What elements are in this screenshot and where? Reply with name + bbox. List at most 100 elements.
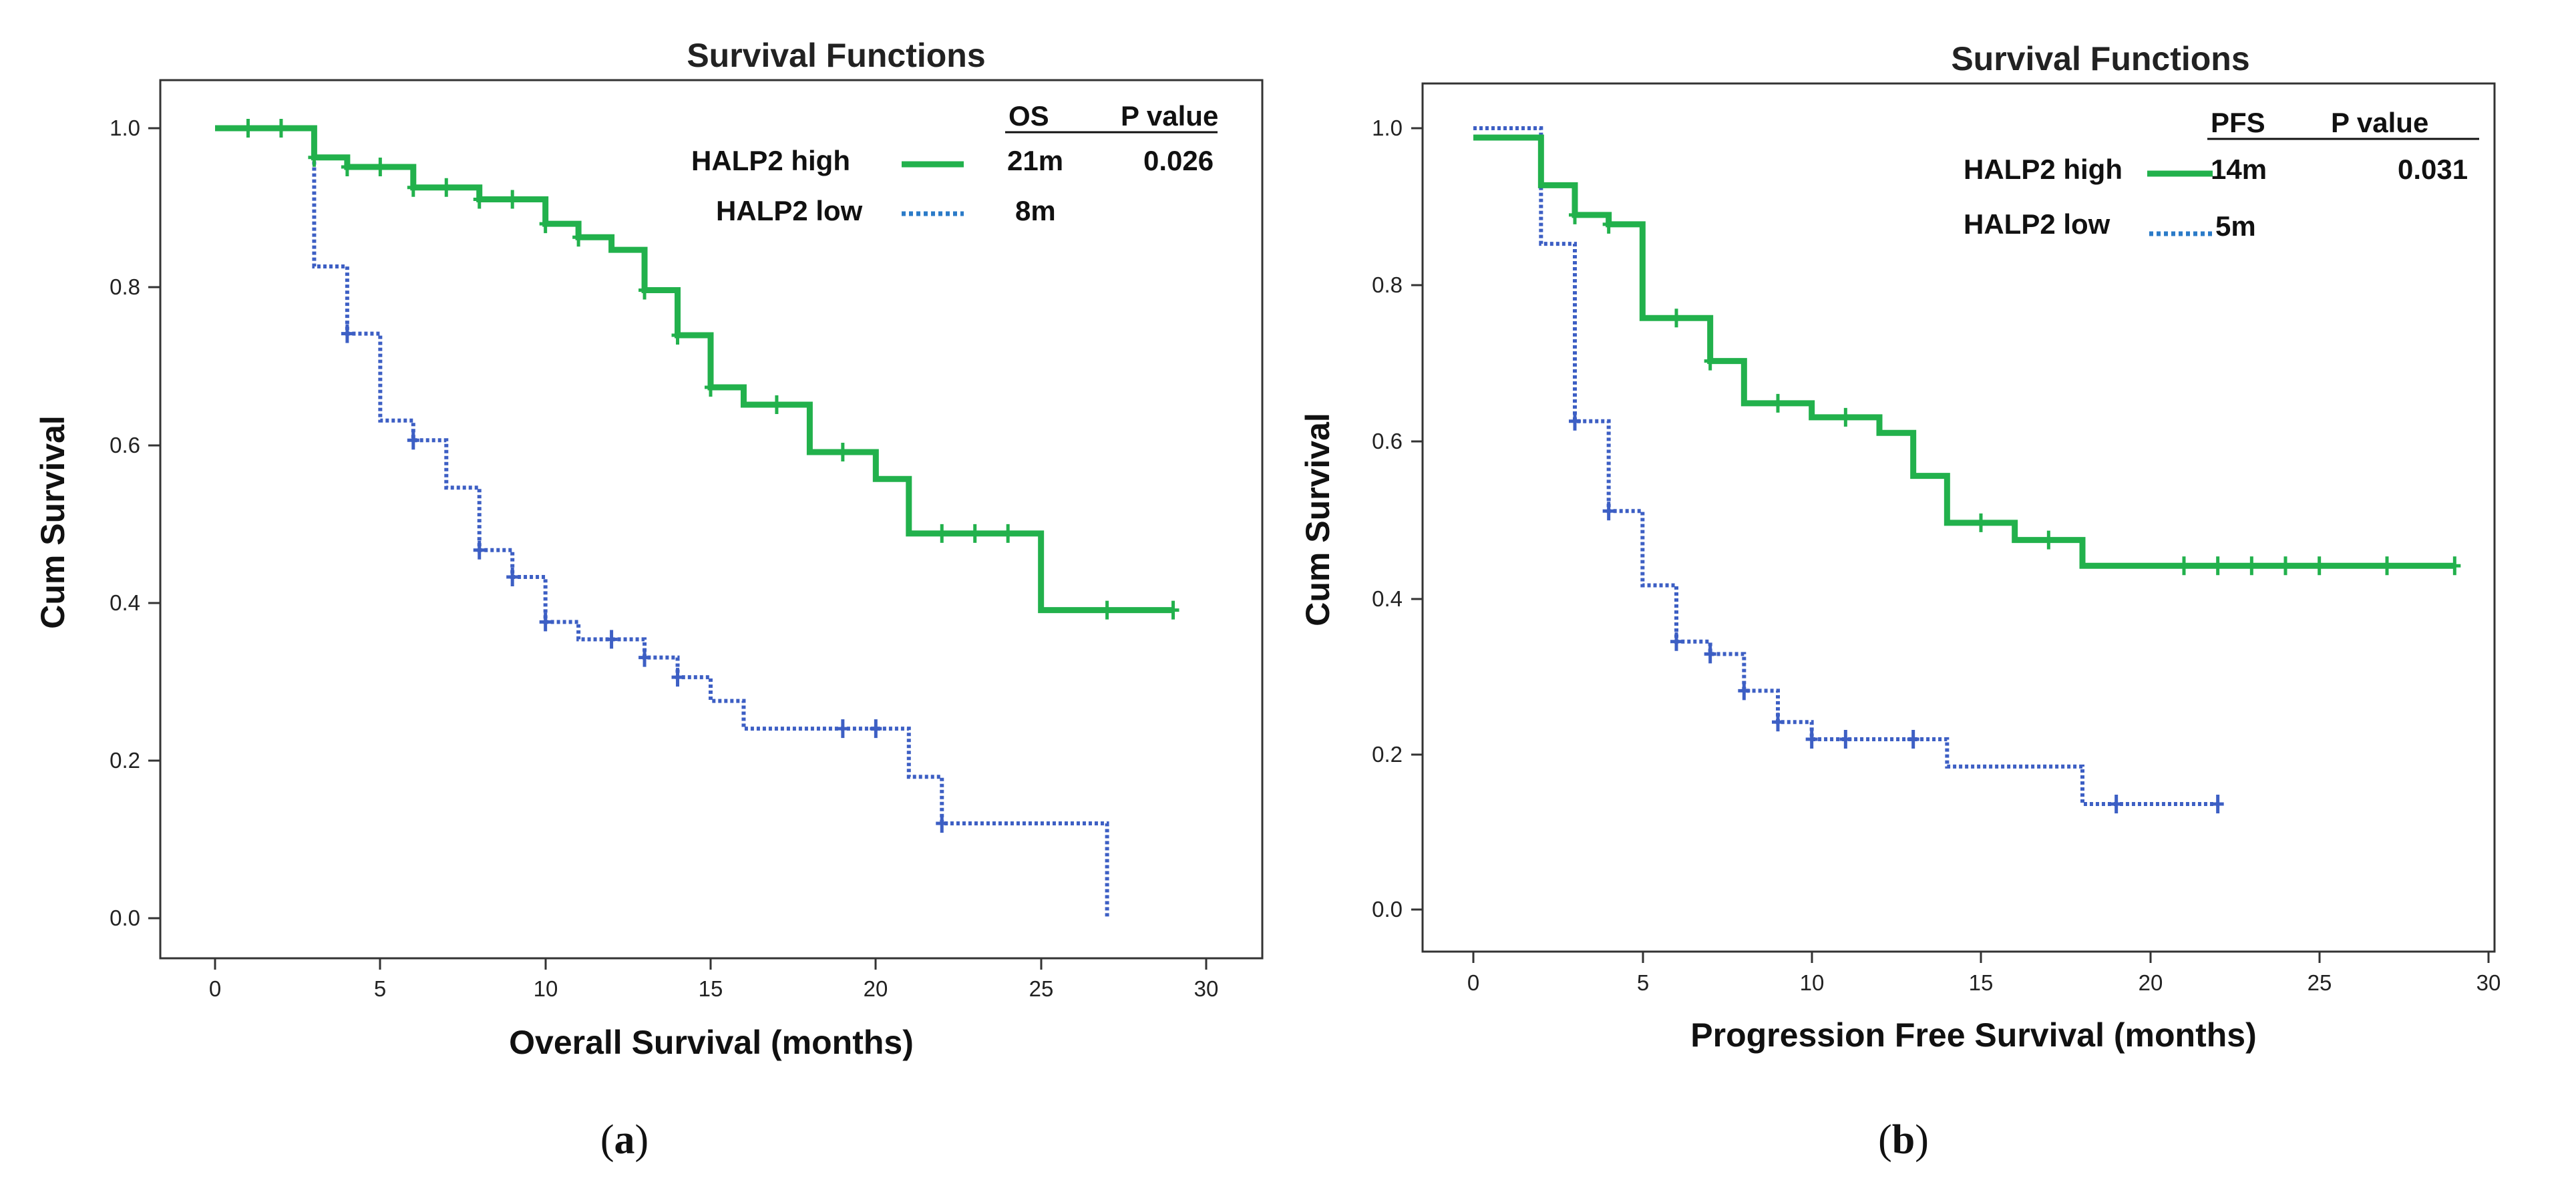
y-tick-label: 0.8 xyxy=(110,274,140,299)
y-tick-label: 0.4 xyxy=(1372,586,1403,611)
plot-area xyxy=(215,119,1179,918)
censor-mark-low xyxy=(1805,729,1818,749)
censor-mark-high xyxy=(506,190,519,209)
y-tick-label: 0.6 xyxy=(110,433,140,457)
y-tick-label: 0.0 xyxy=(110,906,140,930)
censor-mark-low xyxy=(506,567,519,586)
censor-mark-high xyxy=(341,157,353,176)
censor-mark-high xyxy=(1002,524,1015,543)
censor-mark-high xyxy=(1569,205,1581,224)
x-tick-label: 20 xyxy=(2139,970,2163,995)
censor-mark-high xyxy=(2279,556,2291,576)
x-tick-label: 10 xyxy=(534,976,558,1001)
legend-low-median: 5m xyxy=(2215,210,2256,242)
censor-mark-low xyxy=(473,540,486,560)
y-tick-label: 0.4 xyxy=(110,590,140,615)
legend-p-value: 0.026 xyxy=(1143,145,1214,176)
censor-mark-high xyxy=(1670,309,1682,328)
censor-mark-high xyxy=(1602,214,1615,234)
survival-curve-high xyxy=(215,125,1173,614)
legend: OS P value HALP2 high 21m 0.026 HALP2 lo… xyxy=(691,100,1218,226)
censor-mark-high xyxy=(440,178,453,197)
legend-p-value: 0.031 xyxy=(2398,154,2468,185)
legend-pvalue-header: P value xyxy=(2331,107,2428,138)
censor-mark-high xyxy=(671,325,684,345)
plot-frame xyxy=(1421,82,2496,953)
survival-curve-low xyxy=(215,126,1109,918)
censor-mark-high xyxy=(2381,556,2393,576)
caption-paren-open: ( xyxy=(600,1117,614,1163)
censor-mark-high xyxy=(1772,393,1784,413)
censor-mark-high xyxy=(705,378,717,397)
censor-mark-low xyxy=(1670,632,1682,651)
censor-mark-high xyxy=(539,214,552,234)
plot-area xyxy=(1473,126,2461,814)
x-tick-label: 0 xyxy=(1467,970,1479,995)
caption-paren-close: ) xyxy=(635,1117,649,1163)
x-tick-label: 25 xyxy=(2308,970,2332,995)
x-ticks: 0 5 10 15 20 25 30 xyxy=(1467,952,2501,995)
censor-mark-high xyxy=(407,178,419,197)
censor-mark-low xyxy=(407,431,419,450)
legend-high-label: HALP2 high xyxy=(1964,154,2123,185)
caption-paren-open: ( xyxy=(1878,1117,1892,1163)
legend-os-header: OS xyxy=(1008,100,1049,132)
panel-b-caption: (b) xyxy=(1878,1117,1929,1163)
censor-mark-high xyxy=(2448,556,2461,576)
legend: PFS P value HALP2 high 14m 0.031 HALP2 l… xyxy=(1964,107,2479,242)
caption-paren-close: ) xyxy=(1915,1117,1929,1163)
x-axis-label: Progression Free Survival (months) xyxy=(1690,1016,2256,1054)
chart-title: Survival Functions xyxy=(687,37,985,74)
survival-curve-low xyxy=(1473,126,2218,807)
x-tick-label: 15 xyxy=(1969,970,1994,995)
chart-title: Survival Functions xyxy=(1951,40,2249,77)
censor-mark-low xyxy=(1839,729,1852,749)
censor-mark-high xyxy=(2042,530,2055,550)
censor-mark-low xyxy=(1738,681,1751,701)
x-tick-label: 15 xyxy=(699,976,723,1001)
y-tick-label: 0.6 xyxy=(1372,429,1403,453)
survival-curve-high xyxy=(1473,134,2455,569)
y-ticks: 0.0 0.2 0.4 0.6 0.8 1.0 xyxy=(110,116,160,930)
censor-mark-high xyxy=(308,148,321,167)
censor-mark-high xyxy=(473,190,486,209)
y-tick-label: 1.0 xyxy=(110,116,140,140)
legend-pfs-header: PFS xyxy=(2211,107,2265,138)
panel-a: Survival Functions 0.0 0.2 0.4 0.6 0.8 1… xyxy=(34,37,1264,1163)
censor-mark-high xyxy=(1975,513,1987,532)
plot-frame xyxy=(159,79,1264,960)
censor-mark-high xyxy=(1101,600,1113,620)
censor-mark-low xyxy=(341,324,353,343)
legend-high-label: HALP2 high xyxy=(691,145,850,176)
censor-mark-low xyxy=(870,719,882,739)
legend-pvalue-header: P value xyxy=(1121,100,1218,132)
censor-mark-high xyxy=(274,119,287,138)
x-tick-label: 5 xyxy=(1637,970,1649,995)
censor-mark-low xyxy=(605,630,618,649)
censor-mark-low xyxy=(671,668,684,687)
censor-mark-low xyxy=(539,612,552,632)
censor-mark-high xyxy=(836,443,849,462)
censor-mark-high xyxy=(1704,351,1716,371)
censor-mark-high xyxy=(572,228,585,247)
censor-mark-low xyxy=(2211,795,2224,814)
censor-mark-high xyxy=(242,119,254,138)
censor-mark-high xyxy=(1839,407,1852,427)
censor-mark-low xyxy=(936,814,948,833)
y-tick-label: 0.8 xyxy=(1372,272,1403,297)
x-axis-label: Overall Survival (months) xyxy=(509,1024,914,1061)
censor-mark-high xyxy=(638,280,651,300)
x-tick-label: 5 xyxy=(374,976,386,1001)
censor-mark-high xyxy=(2313,556,2326,576)
x-tick-label: 0 xyxy=(209,976,221,1001)
y-axis-label: Cum Survival xyxy=(34,415,71,629)
censor-mark-low xyxy=(1602,502,1615,521)
censor-mark-low xyxy=(1569,411,1581,431)
panel-a-caption: (a) xyxy=(600,1117,649,1163)
censor-mark-low xyxy=(2110,795,2123,814)
caption-letter: b xyxy=(1892,1117,1915,1163)
x-tick-label: 25 xyxy=(1029,976,1054,1001)
y-tick-label: 1.0 xyxy=(1372,116,1403,140)
y-tick-label: 0.0 xyxy=(1372,897,1403,922)
